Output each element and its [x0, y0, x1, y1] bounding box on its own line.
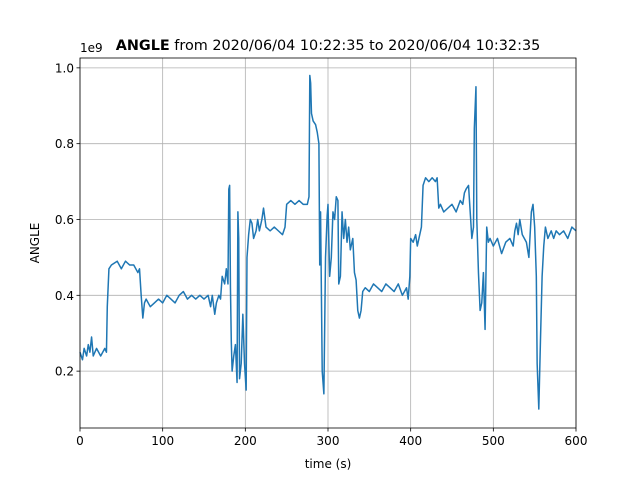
x-tick-label: 0 [76, 434, 84, 448]
offset-label: 1e9 [80, 41, 103, 55]
y-tick-label: 0.2 [55, 365, 74, 379]
y-axis-label: ANGLE [28, 223, 42, 264]
x-tick-label: 500 [482, 434, 505, 448]
plot-area [79, 74, 577, 410]
axes-frame [79, 57, 577, 429]
x-tick-label: 100 [151, 434, 174, 448]
y-tick-label: 0.6 [55, 213, 74, 227]
title-rest: from 2020/06/04 10:22:35 to 2020/06/04 1… [174, 38, 540, 54]
x-tick-label: 200 [234, 434, 257, 448]
y-tick-label: 0.4 [55, 289, 74, 303]
y-tick-label: 1.0 [55, 61, 74, 75]
x-tick-label: 400 [399, 434, 422, 448]
x-axis-label: time (s) [305, 457, 352, 471]
title-bold: ANGLE [116, 38, 170, 54]
grid [79, 58, 577, 428]
data-line [79, 74, 577, 410]
chart-title: ANGLE from 2020/06/04 10:22:35 to 2020/0… [116, 38, 541, 54]
y-tick-label: 0.8 [55, 137, 74, 151]
x-tick-label: 300 [317, 434, 340, 448]
x-tick-label: 600 [565, 434, 588, 448]
ticks: 0 100 200 300 400 500 600 0.2 0.4 0.6 0.8 1.0 [55, 61, 588, 448]
